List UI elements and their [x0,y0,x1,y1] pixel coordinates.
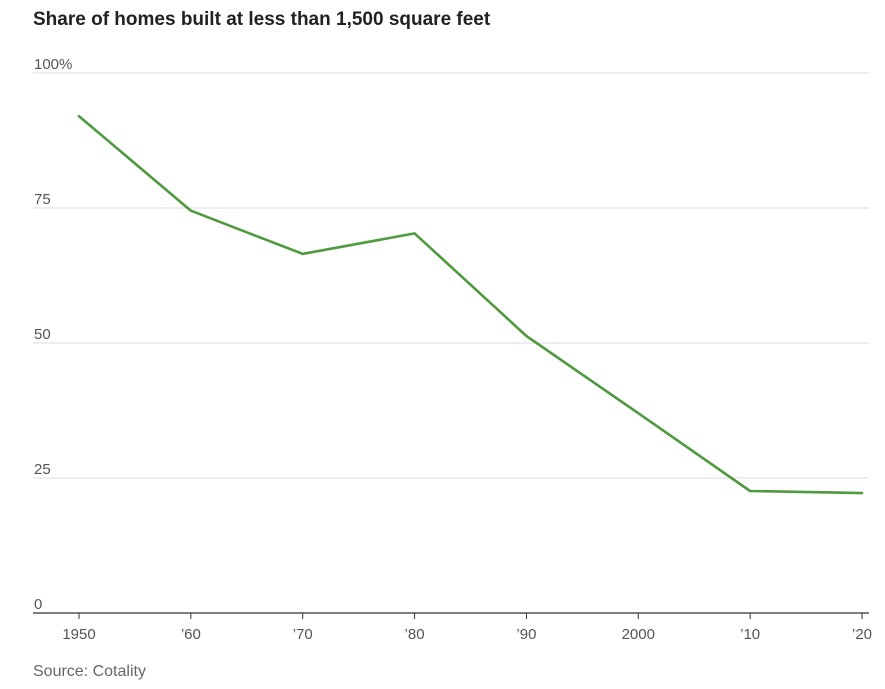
x-axis-ticks [78,613,863,619]
x-tick-label: ’10 [740,626,760,643]
gridlines [33,72,869,479]
source-note: Source: Cotality [33,663,146,680]
y-axis-labels: 0 25 50 75 100% [34,56,72,613]
y-tick-label: 100% [34,56,72,73]
x-tick-label: 1950 [62,626,95,643]
y-tick-label: 50 [34,326,51,343]
series-line-0 [77,114,864,495]
y-tick-label: 75 [34,191,51,208]
x-tick-label: ’60 [181,626,201,643]
x-axis-labels: 1950 ’60 ’70 ’80 ’90 2000 ’10 ’20 [62,626,872,643]
x-tick-label: ’70 [293,626,313,643]
y-tick-label: 0 [34,596,42,613]
chart-title: Share of homes built at less than 1,500 … [33,9,491,30]
y-tick-label: 25 [34,461,51,478]
series-group [77,114,864,495]
x-tick-label: ’80 [405,626,425,643]
x-tick-label: ’90 [516,626,536,643]
x-tick-label: ’20 [852,626,872,643]
x-tick-label: 2000 [622,626,655,643]
